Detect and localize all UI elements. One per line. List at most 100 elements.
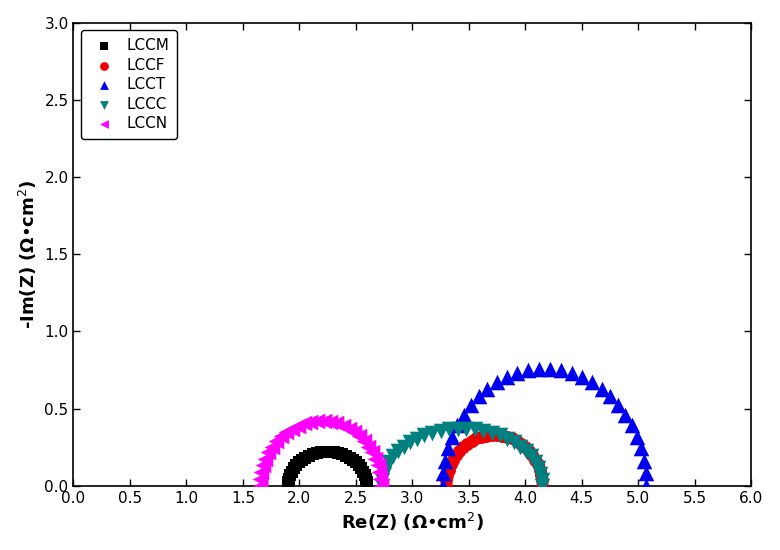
LCCM (357, 467, 370, 476)
LCCM (288, 464, 300, 472)
LCCM (290, 461, 303, 470)
LCCC (532, 463, 544, 472)
X-axis label: Re(Z) (Ω•cm$^2$): Re(Z) (Ω•cm$^2$) (341, 512, 484, 534)
LCCF (519, 443, 531, 452)
LCCF (491, 431, 503, 439)
LCCT (464, 401, 477, 410)
LCCN (275, 432, 287, 441)
LCCN (324, 417, 336, 426)
LCCM (360, 474, 373, 483)
LCCT (640, 469, 652, 477)
LCCF (440, 481, 452, 490)
LCCF (526, 450, 539, 459)
LCCF (447, 455, 459, 464)
LCCT (619, 410, 632, 419)
LCCF (534, 465, 546, 474)
LCCF (441, 470, 454, 479)
LCCC (378, 469, 390, 478)
LCCM (336, 450, 349, 459)
LCCM (296, 455, 308, 464)
Legend: LCCM, LCCF, LCCT, LCCC, LCCN: LCCM, LCCF, LCCT, LCCC, LCCN (81, 30, 177, 139)
LCCC (477, 426, 490, 435)
LCCN (362, 442, 374, 451)
LCCM (328, 448, 340, 456)
LCCM (307, 450, 319, 459)
LCCC (529, 458, 541, 466)
LCCC (524, 452, 537, 461)
LCCT (626, 421, 638, 430)
LCCN (255, 468, 268, 476)
LCCF (470, 434, 483, 443)
LCCM (315, 448, 328, 456)
LCCF (442, 465, 455, 474)
LCCC (485, 428, 498, 437)
LCCT (442, 444, 455, 453)
LCCN (348, 428, 360, 437)
LCCC (534, 469, 547, 478)
LCCN (254, 481, 266, 490)
LCCM (319, 448, 332, 456)
LCCM (359, 471, 371, 480)
LCCT (473, 392, 485, 401)
LCCC (508, 438, 520, 447)
LCCM (343, 453, 356, 462)
LCCN (358, 437, 370, 446)
LCCM (282, 481, 294, 490)
LCCC (443, 425, 456, 434)
LCCN (374, 475, 387, 483)
LCCF (466, 436, 478, 445)
LCCM (300, 453, 312, 462)
LCCM (355, 464, 367, 472)
LCCF (510, 436, 523, 445)
LCCC (460, 425, 473, 433)
LCCM (310, 449, 323, 458)
LCCN (262, 448, 275, 457)
LCCT (630, 432, 643, 441)
LCCN (366, 448, 378, 457)
LCCN (304, 417, 317, 426)
Y-axis label: -Im(Z) (Ω•cm$^2$): -Im(Z) (Ω•cm$^2$) (16, 179, 39, 329)
LCCN (254, 475, 267, 483)
LCCF (505, 434, 518, 443)
LCCF (523, 447, 535, 455)
LCCM (350, 458, 363, 467)
LCCM (284, 471, 296, 480)
LCCF (501, 432, 513, 441)
LCCT (446, 432, 459, 441)
LCCC (536, 481, 548, 490)
LCCM (340, 452, 353, 460)
LCCN (342, 424, 355, 433)
LCCT (491, 378, 503, 387)
LCCF (445, 460, 457, 469)
LCCM (282, 474, 295, 483)
LCCF (515, 439, 527, 448)
LCCF (496, 431, 509, 440)
LCCF (453, 447, 466, 455)
LCCM (332, 449, 345, 458)
LCCN (369, 454, 381, 463)
LCCM (353, 461, 365, 470)
LCCT (533, 364, 545, 373)
LCCF (461, 439, 473, 448)
LCCN (257, 461, 269, 470)
LCCM (347, 455, 360, 464)
LCCT (544, 364, 556, 373)
LCCT (612, 401, 625, 410)
LCCM (361, 481, 374, 490)
LCCM (292, 458, 305, 467)
LCCC (434, 426, 447, 435)
LCCC (426, 428, 438, 437)
LCCC (383, 458, 395, 466)
LCCC (418, 431, 431, 440)
LCCT (604, 392, 616, 401)
LCCC (519, 447, 532, 455)
LCCN (371, 461, 384, 470)
LCCN (374, 481, 387, 490)
LCCN (373, 468, 385, 476)
LCCT (576, 372, 588, 381)
LCCC (376, 481, 388, 490)
LCCC (404, 438, 417, 447)
LCCC (411, 434, 424, 443)
LCCF (536, 476, 548, 485)
LCCT (637, 456, 650, 465)
